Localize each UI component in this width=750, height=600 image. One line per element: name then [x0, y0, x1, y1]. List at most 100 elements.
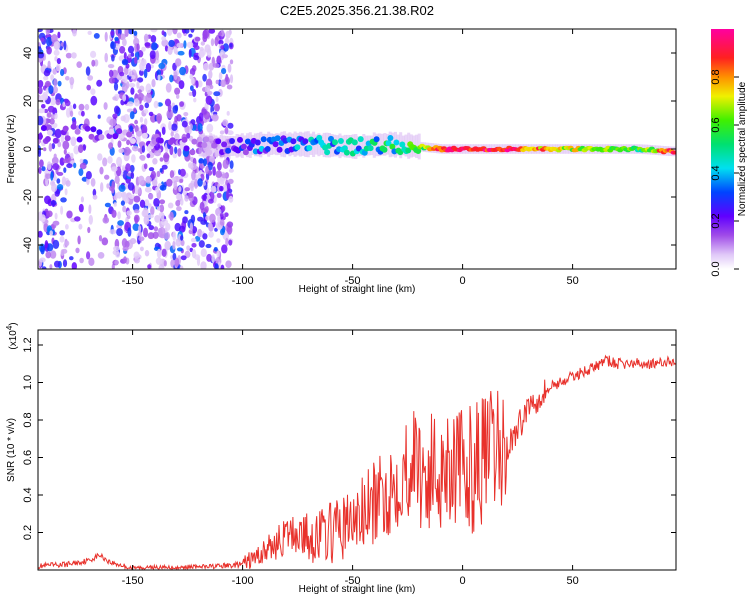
spectrogram-speckle [188, 48, 192, 58]
spectrogram-speckle [108, 69, 114, 78]
spectrogram-envelope [254, 133, 257, 157]
spectrogram-speckle [152, 231, 159, 239]
spectrogram-speckle [210, 38, 215, 47]
spectrogram-speckle [228, 195, 234, 203]
spectrogram-speckle [205, 95, 213, 105]
spectrogram-speckle [88, 214, 94, 225]
spectrogram-speckle [70, 136, 77, 147]
spectrogram-speckle [150, 170, 156, 179]
spectrogram-speckle [54, 260, 61, 268]
spectrogram-ridge [108, 128, 115, 135]
spectrogram-speckle [133, 107, 137, 113]
spectrogram-ridge [373, 136, 380, 143]
spectrogram-speckle [176, 42, 184, 48]
spectrogram-speckle [199, 46, 204, 52]
spectrogram-speckle [169, 211, 174, 221]
spectrogram-speckle [90, 50, 97, 59]
spectrogram-speckle [55, 98, 61, 106]
snr-y-tick-label: 0.2 [22, 525, 34, 540]
spectrogram-speckle [53, 49, 60, 56]
spectrogram-speckle [145, 62, 152, 73]
spectrogram-speckle [160, 212, 165, 221]
spectrogram-y-tick-label: 20 [22, 95, 34, 107]
snr-multiplier: (x104) [5, 322, 19, 349]
snr-panel: -150 -100 -50 0 50 0.2 0.4 0.6 0.8 1.0 1.2 Height… [5, 322, 677, 595]
spectrogram-speckle [46, 161, 52, 171]
spectrogram-speckle [216, 192, 222, 198]
spectrogram-speckle [127, 182, 135, 191]
spectrogram-speckle [182, 216, 188, 224]
spectrogram-ridge [203, 136, 210, 143]
snr-line [38, 354, 676, 570]
spectrogram-speckle [66, 210, 73, 219]
spectrogram-speckle [62, 101, 66, 108]
spectrogram-speckle [87, 30, 92, 35]
spectrogram-speckle [159, 199, 166, 205]
spectrogram-speckle [63, 167, 67, 173]
spectrogram-speckle [139, 246, 144, 252]
spectrogram-speckle [39, 159, 44, 168]
spectrogram-ridge [46, 129, 53, 136]
spectrogram-speckle [144, 199, 150, 207]
spectrogram-speckle [73, 162, 77, 169]
spectrogram-speckle [78, 223, 83, 230]
spectrogram-speckle [127, 227, 132, 237]
spectrogram-speckle [144, 186, 152, 193]
spectrogram-speckle [107, 64, 115, 69]
spectrogram-y-ticks: -40 -20 0 20 40 [22, 47, 676, 253]
spectrogram-speckle [218, 72, 223, 81]
spectrogram-ridge [328, 135, 334, 142]
spectrogram-speckle [213, 103, 220, 112]
spectrogram-speckle [138, 236, 145, 242]
spectrogram-speckle [141, 124, 148, 135]
spectrogram-speckle [208, 231, 214, 238]
spectrogram-ridge [254, 139, 261, 146]
spectrogram-envelope [354, 134, 358, 159]
spectrogram-ridge [141, 132, 148, 139]
spectrogram-speckle [212, 63, 220, 68]
spectrogram-speckle [140, 155, 146, 161]
spectrogram-speckle [152, 158, 158, 165]
spectrogram-speckle [221, 205, 226, 212]
snr-x-tick-label: 50 [566, 575, 578, 587]
spectrogram-ridge [126, 131, 133, 138]
spectrogram-speckle [137, 175, 145, 186]
spectrogram-speckle [139, 199, 146, 208]
spectrogram-speckle [112, 113, 118, 119]
spectrogram-speckle [90, 95, 98, 106]
spectrogram-speckle [129, 74, 136, 80]
snr-x-tick-label: -50 [345, 575, 361, 587]
spectrogram-envelope [288, 132, 292, 157]
spectrogram-speckle [190, 85, 194, 91]
spectrogram-speckle [202, 181, 206, 186]
spectrogram-speckle [226, 221, 234, 228]
spectrogram-speckle [99, 166, 104, 175]
spectrogram-speckle [214, 40, 218, 45]
spectrogram-speckle [78, 144, 84, 153]
spectrogram-speckle [133, 30, 138, 36]
spectrogram-speckle [48, 85, 54, 95]
spectrogram-speckle [128, 194, 136, 199]
spectrogram-speckle [199, 169, 203, 176]
spectrogram-speckle [104, 52, 108, 63]
colorbar-tick-label: 0.4 [710, 165, 722, 180]
spectrogram-speckle [117, 211, 121, 220]
spectrogram-speckle [198, 50, 205, 58]
spectrogram-envelope [346, 134, 350, 158]
spectrogram-speckle [206, 48, 212, 58]
spectrogram-speckle [221, 54, 228, 59]
spectrogram-speckle [65, 76, 70, 81]
spectrogram-envelope [338, 133, 342, 159]
spectrogram-speckle [173, 180, 178, 191]
spectrogram-speckle [225, 30, 231, 39]
spectrogram-speckle [191, 249, 197, 259]
spectrogram-speckle [181, 120, 188, 128]
spectrogram-speckle [40, 245, 45, 255]
spectrogram-speckle [155, 50, 160, 61]
spectrogram-speckle [134, 56, 138, 65]
spectrogram-speckle [108, 77, 115, 84]
spectrogram-speckle [137, 231, 143, 237]
spectrogram-speckle [179, 66, 187, 76]
spectrogram-speckle [46, 46, 52, 55]
spectrogram-speckle [226, 84, 233, 90]
